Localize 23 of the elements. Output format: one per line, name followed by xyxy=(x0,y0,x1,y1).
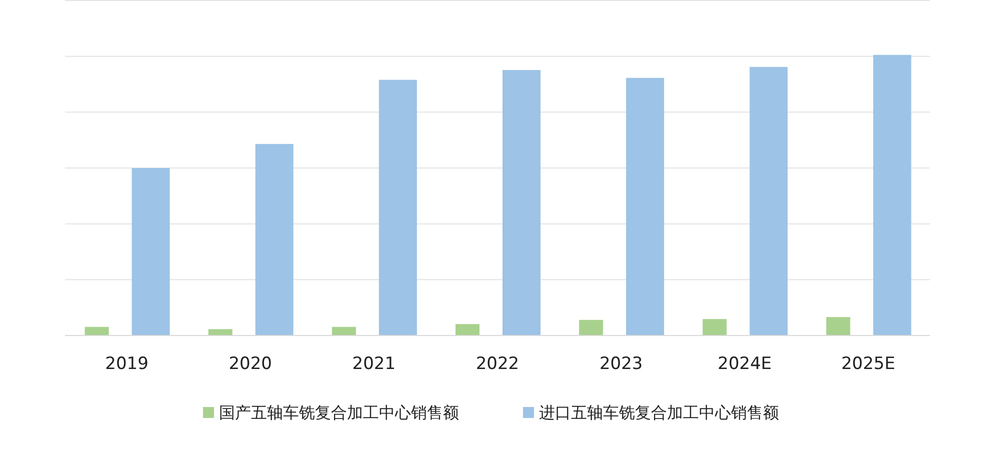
bar xyxy=(132,168,170,335)
x-tick-label: 2025E xyxy=(841,354,896,374)
bar xyxy=(208,329,232,335)
bar xyxy=(84,326,109,335)
bar xyxy=(702,319,727,335)
bar xyxy=(826,317,850,335)
bar xyxy=(579,320,604,335)
bar xyxy=(255,144,294,335)
x-tick-label: 2022 xyxy=(476,354,520,374)
bar xyxy=(502,70,540,335)
x-tick-label: 2019 xyxy=(105,354,148,374)
bar xyxy=(750,66,788,335)
bar xyxy=(873,54,912,335)
x-tick-label: 2020 xyxy=(228,354,272,374)
bar xyxy=(332,326,356,335)
x-tick-label: 2023 xyxy=(599,354,643,374)
legend-label: 进口五轴车铣复合加工中心销售额 xyxy=(539,403,779,422)
x-tick-label: 2021 xyxy=(352,354,396,374)
bar xyxy=(378,80,417,335)
bar xyxy=(626,78,664,335)
x-tick-label: 2024E xyxy=(718,354,772,374)
bar xyxy=(456,324,480,335)
legend-label: 国产五轴车铣复合加工中心销售额 xyxy=(219,403,459,422)
